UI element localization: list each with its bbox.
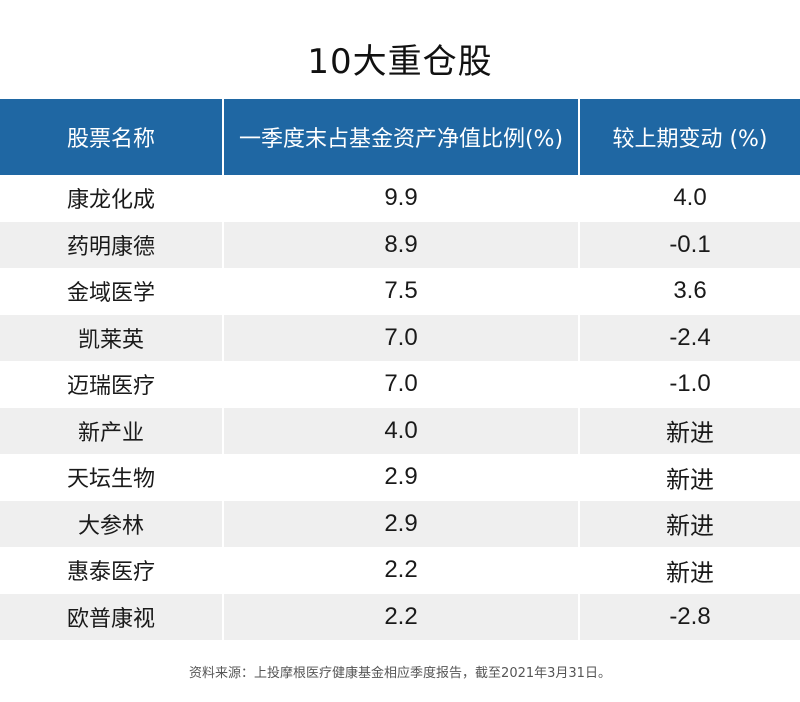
net-asset-ratio-cell: 4.0 (224, 407, 580, 454)
stock-name-cell: 惠泰医疗 (0, 547, 224, 594)
net-asset-ratio-cell: 9.9 (224, 175, 580, 222)
source-note: 资料来源：上投摩根医疗健康基金相应季度报告，截至2021年3月31日。 (189, 666, 611, 681)
table-row: 新产业 4.0 新进 (0, 407, 800, 454)
change-cell: 新进 (666, 559, 714, 587)
stock-name-cell: 新产业 (0, 407, 224, 454)
net-asset-ratio-cell: 2.9 (224, 454, 580, 501)
change-cell: -0.1 (669, 230, 711, 258)
change-cell: 新进 (666, 420, 714, 448)
header-net-asset-ratio: 一季度末占基金资产净值比例(%) (224, 99, 580, 175)
stock-name-cell: 金域医学 (0, 268, 224, 315)
table-row: 迈瑞医疗 7.0 -1.0 (0, 361, 800, 408)
table-body: 康龙化成 9.9 4.0 药明康德 8.9 -0.1 金域医学 7.5 3.6 凯莱英 7.0 -2.… (0, 175, 800, 640)
table-header-row: 股票名称 一季度末占基金资产净值比例(%) 较上期变动 (%) (0, 99, 800, 175)
change-cell: -2.8 (669, 602, 711, 630)
stock-name-cell: 大参林 (0, 500, 224, 547)
change-cell: 新进 (666, 466, 714, 494)
net-asset-ratio-cell: 2.9 (224, 500, 580, 547)
header-change: 较上期变动 (%) (612, 127, 768, 152)
net-asset-ratio-cell: 8.9 (224, 221, 580, 268)
net-asset-ratio-cell: 7.0 (224, 314, 580, 361)
change-cell: -1.0 (669, 370, 711, 398)
stock-name-cell: 欧普康视 (0, 593, 224, 640)
stock-name-cell: 康龙化成 (0, 175, 224, 222)
net-asset-ratio-cell: 2.2 (224, 593, 580, 640)
table-row: 药明康德 8.9 -0.1 (0, 221, 800, 268)
change-cell: 4.0 (673, 184, 707, 212)
net-asset-ratio-cell: 2.2 (224, 547, 580, 594)
change-cell: 3.6 (673, 277, 707, 305)
header-stock-name: 股票名称 (0, 99, 224, 175)
table-row: 康龙化成 9.9 4.0 (0, 175, 800, 222)
table-row: 凯莱英 7.0 -2.4 (0, 314, 800, 361)
stock-name-cell: 凯莱英 (0, 314, 224, 361)
holdings-table: 股票名称 一季度末占基金资产净值比例(%) 较上期变动 (%) 康龙化成 9.9 4… (0, 99, 800, 640)
change-cell: -2.4 (669, 323, 711, 351)
stock-name-cell: 迈瑞医疗 (0, 361, 224, 408)
net-asset-ratio-cell: 7.5 (224, 268, 580, 315)
table-title: 10大重仓股 (307, 42, 493, 82)
table-row: 金域医学 7.5 3.6 (0, 268, 800, 315)
table-row: 天坛生物 2.9 新进 (0, 454, 800, 501)
net-asset-ratio-cell: 7.0 (224, 361, 580, 408)
change-cell: 新进 (666, 513, 714, 541)
stock-name-cell: 天坛生物 (0, 454, 224, 501)
table-row: 惠泰医疗 2.2 新进 (0, 547, 800, 594)
stock-name-cell: 药明康德 (0, 221, 224, 268)
table-row: 大参林 2.9 新进 (0, 500, 800, 547)
table-row: 欧普康视 2.2 -2.8 (0, 593, 800, 640)
